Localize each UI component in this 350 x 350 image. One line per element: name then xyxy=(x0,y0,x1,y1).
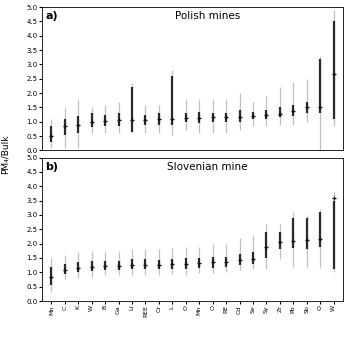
Text: Polish mines: Polish mines xyxy=(175,11,240,21)
Text: Slovenian mine: Slovenian mine xyxy=(167,162,248,172)
Text: PM₄/Bulk: PM₄/Bulk xyxy=(1,134,10,174)
Text: a): a) xyxy=(45,11,58,21)
Text: b): b) xyxy=(45,162,58,172)
